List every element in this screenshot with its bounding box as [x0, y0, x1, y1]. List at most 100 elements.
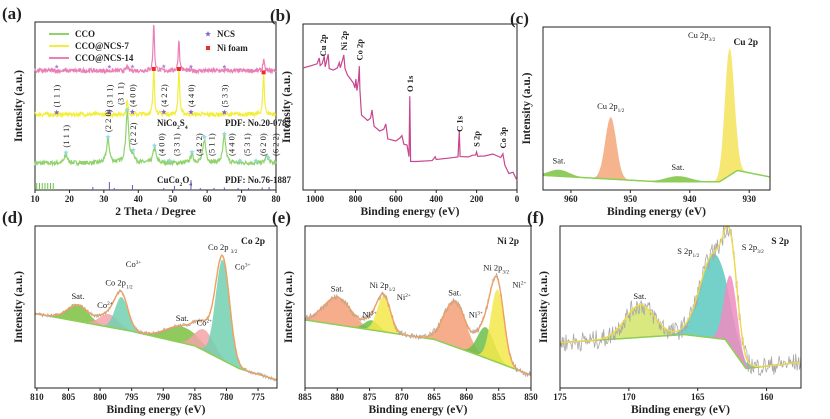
x-tick-label: 20	[65, 194, 75, 204]
plot-frame	[542, 26, 771, 191]
x-tick-label: 780	[220, 392, 234, 402]
label-part: CuCo	[157, 175, 180, 185]
peak-label: Co 2p 3/2	[208, 242, 238, 255]
hkl-label: (3 1 1)	[104, 85, 114, 108]
component-label: Sat.	[633, 291, 646, 301]
hkl-label: (4 0 0)	[156, 133, 166, 156]
cco-marker	[189, 149, 195, 155]
label-part: 2+	[521, 281, 527, 287]
plot-frame	[34, 225, 278, 389]
x-tick-label: 875	[363, 392, 377, 402]
x-tick-label: 50	[168, 194, 178, 204]
xps-survey-panel: 1000 800 600 400 200 0 Binding energy (eV) Inte…	[270, 6, 520, 218]
xrd-panel: 10 20 30 40 50 60 70 80 2 Theta / Degree Intensit…	[2, 4, 291, 218]
label-part: S 2p	[742, 242, 757, 252]
x-tick-label: 60	[203, 194, 213, 204]
reference-pdf: PDF: No.20-0782	[225, 118, 291, 128]
ncs-marker	[221, 109, 227, 115]
plot-frame	[559, 225, 802, 389]
label-part: 3/2	[231, 249, 238, 255]
series-line-cco	[34, 110, 277, 167]
hkl-label: (5 3 3)	[219, 85, 229, 108]
label-part: Cu 2p	[597, 101, 618, 111]
hkl-label: (4 4 0)	[186, 84, 196, 107]
hkl-label: (1 1 1)	[61, 125, 71, 148]
panel-title: Cu 2p	[733, 38, 758, 48]
x-axis-label: Binding energy (eV)	[607, 206, 706, 218]
hkl-label: (1 1 1)	[52, 85, 62, 108]
label-part: Ni 2p	[370, 280, 389, 290]
component-label: Cu 2p1/2	[597, 101, 625, 114]
xps-fit-panel-co-2p: Sat.Co2+Co3+Sat. Co2+Co3+Co 2p1/2Co 2p 3/…	[2, 208, 278, 416]
ncs-marker	[129, 109, 136, 115]
label-part: S 2p	[677, 246, 692, 256]
fit-component-area	[560, 253, 801, 369]
label-part: 2	[180, 182, 183, 188]
x-tick-label: 850	[524, 392, 538, 402]
component-label: Ni2+	[512, 280, 526, 290]
ni-foam-legend-square-icon	[206, 46, 210, 50]
cco-marker	[201, 134, 208, 140]
panel-label: (c)	[510, 9, 529, 28]
panel-title: Co 2p	[241, 237, 265, 247]
ni-foam-marker	[176, 66, 181, 71]
label-part: Ni	[469, 309, 478, 319]
label-part: 2+	[405, 293, 411, 299]
peak-label: Co 3p	[498, 127, 508, 149]
label-part: Co	[126, 259, 136, 269]
legend-label: NCS	[217, 29, 235, 39]
hkl-label: (4 0 0)	[127, 84, 137, 107]
component-label: Cu 2p3/2	[688, 30, 716, 43]
y-axis-label: Intensity (a.u.)	[281, 71, 293, 143]
label-part: Ni 2p	[483, 262, 502, 272]
x-tick-label: 40	[134, 194, 144, 204]
cco-marker	[167, 157, 173, 163]
reference-pdf: PDF: No.76-1887	[225, 175, 291, 185]
hkl-label: (3 1 1)	[115, 82, 125, 105]
label-part: Co	[197, 318, 207, 328]
cco-marker	[124, 107, 130, 113]
x-axis-label: Binding energy (eV)	[106, 404, 205, 416]
x-tick-label: 175	[553, 392, 567, 402]
x-tick-label: 795	[125, 392, 139, 402]
cco-marker	[253, 158, 259, 164]
peak-label: C 1s	[454, 115, 464, 132]
plot-frame	[34, 21, 277, 191]
x-tick-label: 775	[251, 392, 265, 402]
label-part: Co	[97, 300, 107, 310]
label-part: 3+	[245, 263, 251, 269]
cco-marker	[237, 157, 243, 163]
component-label: S 2p1/2	[677, 246, 699, 259]
x-tick-label: 885	[298, 392, 312, 402]
label-part: Sat.	[671, 162, 684, 172]
label-part: Sat.	[553, 156, 566, 166]
x-axis-label: 2 Theta / Degree	[115, 206, 195, 218]
x-tick-label: 870	[395, 392, 409, 402]
label-part: S	[180, 118, 185, 128]
x-tick-label: 960	[564, 194, 578, 204]
x-tick-label: 880	[331, 392, 345, 402]
peak-label: O 1s	[405, 75, 415, 92]
component-label: Co3+	[126, 259, 142, 269]
panel-label: (a)	[2, 4, 22, 23]
y-axis-label: Intensity (a.u.)	[13, 70, 25, 142]
label-part: Cu 2p	[688, 30, 709, 40]
label-part: Sat.	[633, 291, 646, 301]
cco-marker	[265, 154, 272, 160]
label-part: 2	[177, 125, 180, 131]
peak-label: Ni 2p	[339, 31, 349, 51]
series-line-cco-ncs-7	[34, 69, 277, 119]
x-tick-label: 800	[93, 392, 107, 402]
panel-label: (b)	[270, 6, 291, 25]
x-tick-label: 950	[624, 194, 638, 204]
panel-title: S 2p	[771, 237, 789, 247]
peak-label: Ni 2p1/2	[370, 280, 396, 293]
reference-formula: NiCo2S4	[157, 118, 188, 131]
x-tick-label: 790	[157, 392, 171, 402]
ni-foam-marker	[151, 66, 156, 71]
hkl-label: (4 2 2)	[194, 133, 204, 156]
label-part: Ni	[397, 292, 406, 302]
x-tick-label: 10	[31, 194, 41, 204]
